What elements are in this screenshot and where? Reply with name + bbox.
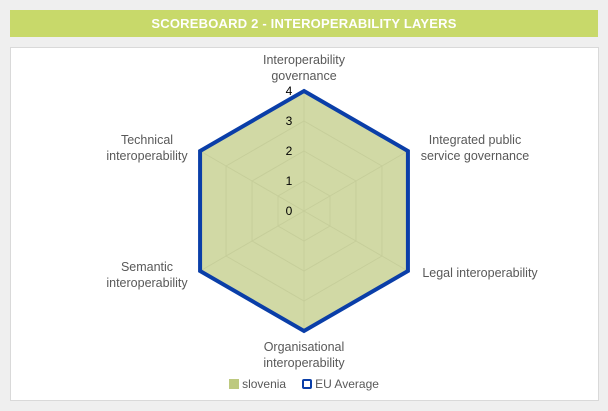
series-line-eu-average <box>198 88 410 334</box>
legend-label-eu-average: EU Average <box>315 377 379 391</box>
category-label-line: Organisational <box>264 340 345 354</box>
legend-item-eu-average[interactable]: EU Average <box>302 377 379 391</box>
eu-average-swatch-icon <box>302 379 313 389</box>
category-label-6: Technical interoperability <box>106 133 188 163</box>
chart-title: SCOREBOARD 2 - INTEROPERABILITY LAYERS <box>151 16 457 31</box>
category-label-line: governance <box>271 69 336 83</box>
legend: slovenia EU Average <box>0 375 608 393</box>
legend-label-slovenia: slovenia <box>242 377 287 391</box>
category-label-line: Interoperability <box>263 53 346 67</box>
tick-label-0: 0 <box>286 204 293 218</box>
tick-label-1: 1 <box>286 174 293 188</box>
tick-label-4: 4 <box>286 84 293 98</box>
category-label-line: interoperability <box>263 356 345 370</box>
category-label-3: Legal interoperability <box>422 266 538 280</box>
category-label-1: Interoperability governance <box>263 53 346 83</box>
tick-label-2: 2 <box>286 144 293 158</box>
chart-title-bar: SCOREBOARD 2 - INTEROPERABILITY LAYERS <box>10 10 598 37</box>
slovenia-swatch-icon <box>229 379 240 389</box>
category-label-line: Technical <box>121 133 173 147</box>
category-label-line: Integrated public <box>429 133 521 147</box>
series-area-slovenia <box>199 90 409 332</box>
category-label-line: interoperability <box>106 149 188 163</box>
category-label-line: interoperability <box>106 276 188 290</box>
category-label-line: Legal interoperability <box>422 266 538 280</box>
tick-label-3: 3 <box>286 114 293 128</box>
category-label-2: Integrated public service governance <box>421 133 529 163</box>
category-label-line: Semantic <box>121 260 173 274</box>
category-label-5: Semantic interoperability <box>106 260 188 290</box>
category-label-line: service governance <box>421 149 529 163</box>
legend-item-slovenia[interactable]: slovenia <box>229 377 286 391</box>
category-label-4: Organisational interoperability <box>263 340 345 370</box>
